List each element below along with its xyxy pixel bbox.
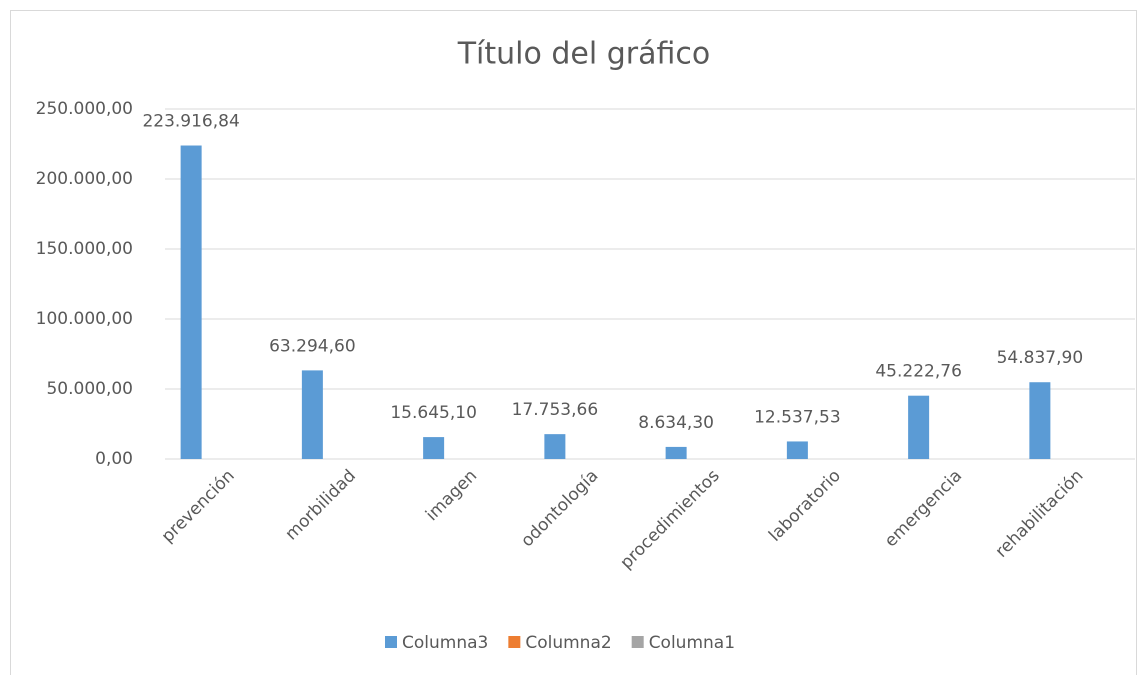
bar (908, 395, 930, 459)
bar (180, 145, 202, 459)
data-label: 223.916,84 (142, 112, 239, 132)
data-label: 63.294,60 (269, 336, 356, 356)
legend-label: Columna3 (402, 633, 488, 653)
legend-swatch (508, 636, 521, 648)
bar (665, 446, 687, 459)
data-label: 15.645,10 (390, 403, 477, 423)
data-label: 12.537,53 (754, 407, 841, 427)
bar (301, 370, 323, 459)
y-tick-label: 150.000,00 (36, 239, 133, 259)
bar (423, 437, 445, 459)
y-tick-label: 0,00 (95, 449, 133, 469)
data-label: 54.837,90 (997, 348, 1084, 368)
legend-swatch (385, 636, 397, 648)
y-tick-label: 50.000,00 (46, 379, 133, 399)
legend-label: Columna2 (525, 633, 611, 653)
chart-title: Título del gráfico (457, 37, 711, 72)
y-tick-label: 250.000,00 (36, 99, 133, 119)
data-label: 17.753,66 (512, 400, 599, 420)
y-tick-label: 100.000,00 (36, 309, 133, 329)
legend-label: Columna1 (649, 633, 735, 653)
chart-frame (10, 10, 1137, 675)
y-tick-label: 200.000,00 (36, 169, 133, 189)
bar (1029, 382, 1051, 459)
legend-swatch (631, 636, 644, 648)
bar (786, 441, 808, 459)
data-label: 45.222,76 (875, 362, 962, 382)
data-label: 8.634,30 (638, 413, 714, 433)
bar (544, 434, 566, 459)
